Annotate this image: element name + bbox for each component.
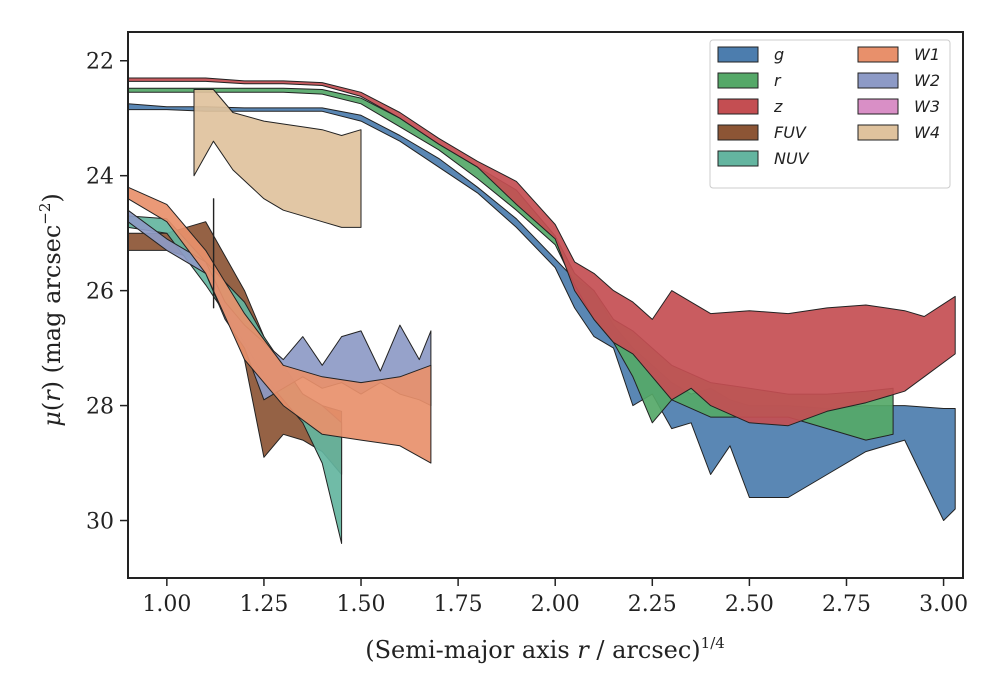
legend-label-r: r (774, 71, 782, 90)
y-tick-label: 24 (86, 165, 114, 190)
y-axis-label: μ(r) (mag arcsec−2) (36, 193, 66, 427)
legend-label-w4: W4 (914, 123, 940, 142)
legend-swatch-w1 (857, 46, 899, 63)
legend-label-nuv: NUV (774, 149, 810, 168)
y-axis-ticks: 22 24 26 28 30 (86, 50, 128, 535)
series-z-band (127, 77, 956, 427)
legend: grz FUV NUV W1 W2 W3 W4 (709, 39, 951, 189)
series-areas (127, 77, 956, 544)
x-tick-label: 2.50 (725, 592, 774, 617)
legend-swatch-z (717, 98, 759, 115)
x-tick-label: 1.25 (239, 592, 288, 617)
x-tick-label: 1.00 (142, 592, 191, 617)
y-tick-label: 28 (86, 395, 114, 420)
x-tick-label: 3.00 (919, 592, 968, 617)
y-tick-label: 26 (86, 280, 114, 305)
series-w4-band (193, 89, 362, 228)
plot-frame (127, 31, 964, 579)
y-tick-label: 30 (86, 510, 114, 535)
x-tick-label: 1.50 (337, 592, 386, 617)
legend-swatch-g (717, 46, 759, 63)
legend-label-z: z (773, 97, 783, 116)
x-tick-label: 1.75 (434, 592, 483, 617)
x-tick-label: 2.00 (531, 592, 580, 617)
legend-swatch-r (717, 72, 759, 89)
x-axis-ticks: 1.00 1.25 1.50 1.75 2.00 2.25 2.50 2.75 3.00 (142, 578, 968, 617)
legend-swatch-fuv (717, 124, 759, 141)
series-nuv-band (127, 215, 343, 544)
legend-label-w3: W3 (914, 97, 940, 116)
y-tick-label: 22 (86, 50, 114, 75)
legend-swatch-w4 (857, 124, 899, 141)
series-w1-band (127, 186, 432, 464)
legend-swatch-nuv (717, 150, 759, 167)
legend-label-w2: W2 (914, 71, 940, 90)
legend-swatch-w3 (857, 98, 899, 115)
x-tick-label: 2.25 (628, 592, 677, 617)
x-axis-label: (Semi-major axis r / arcsec)1/4 (365, 634, 725, 664)
legend-label-g: g (774, 45, 784, 64)
x-tick-label: 2.75 (822, 592, 871, 617)
legend-label-fuv: FUV (774, 123, 807, 142)
legend-swatch-w2 (857, 72, 899, 89)
legend-label-w1: W1 (914, 45, 940, 64)
